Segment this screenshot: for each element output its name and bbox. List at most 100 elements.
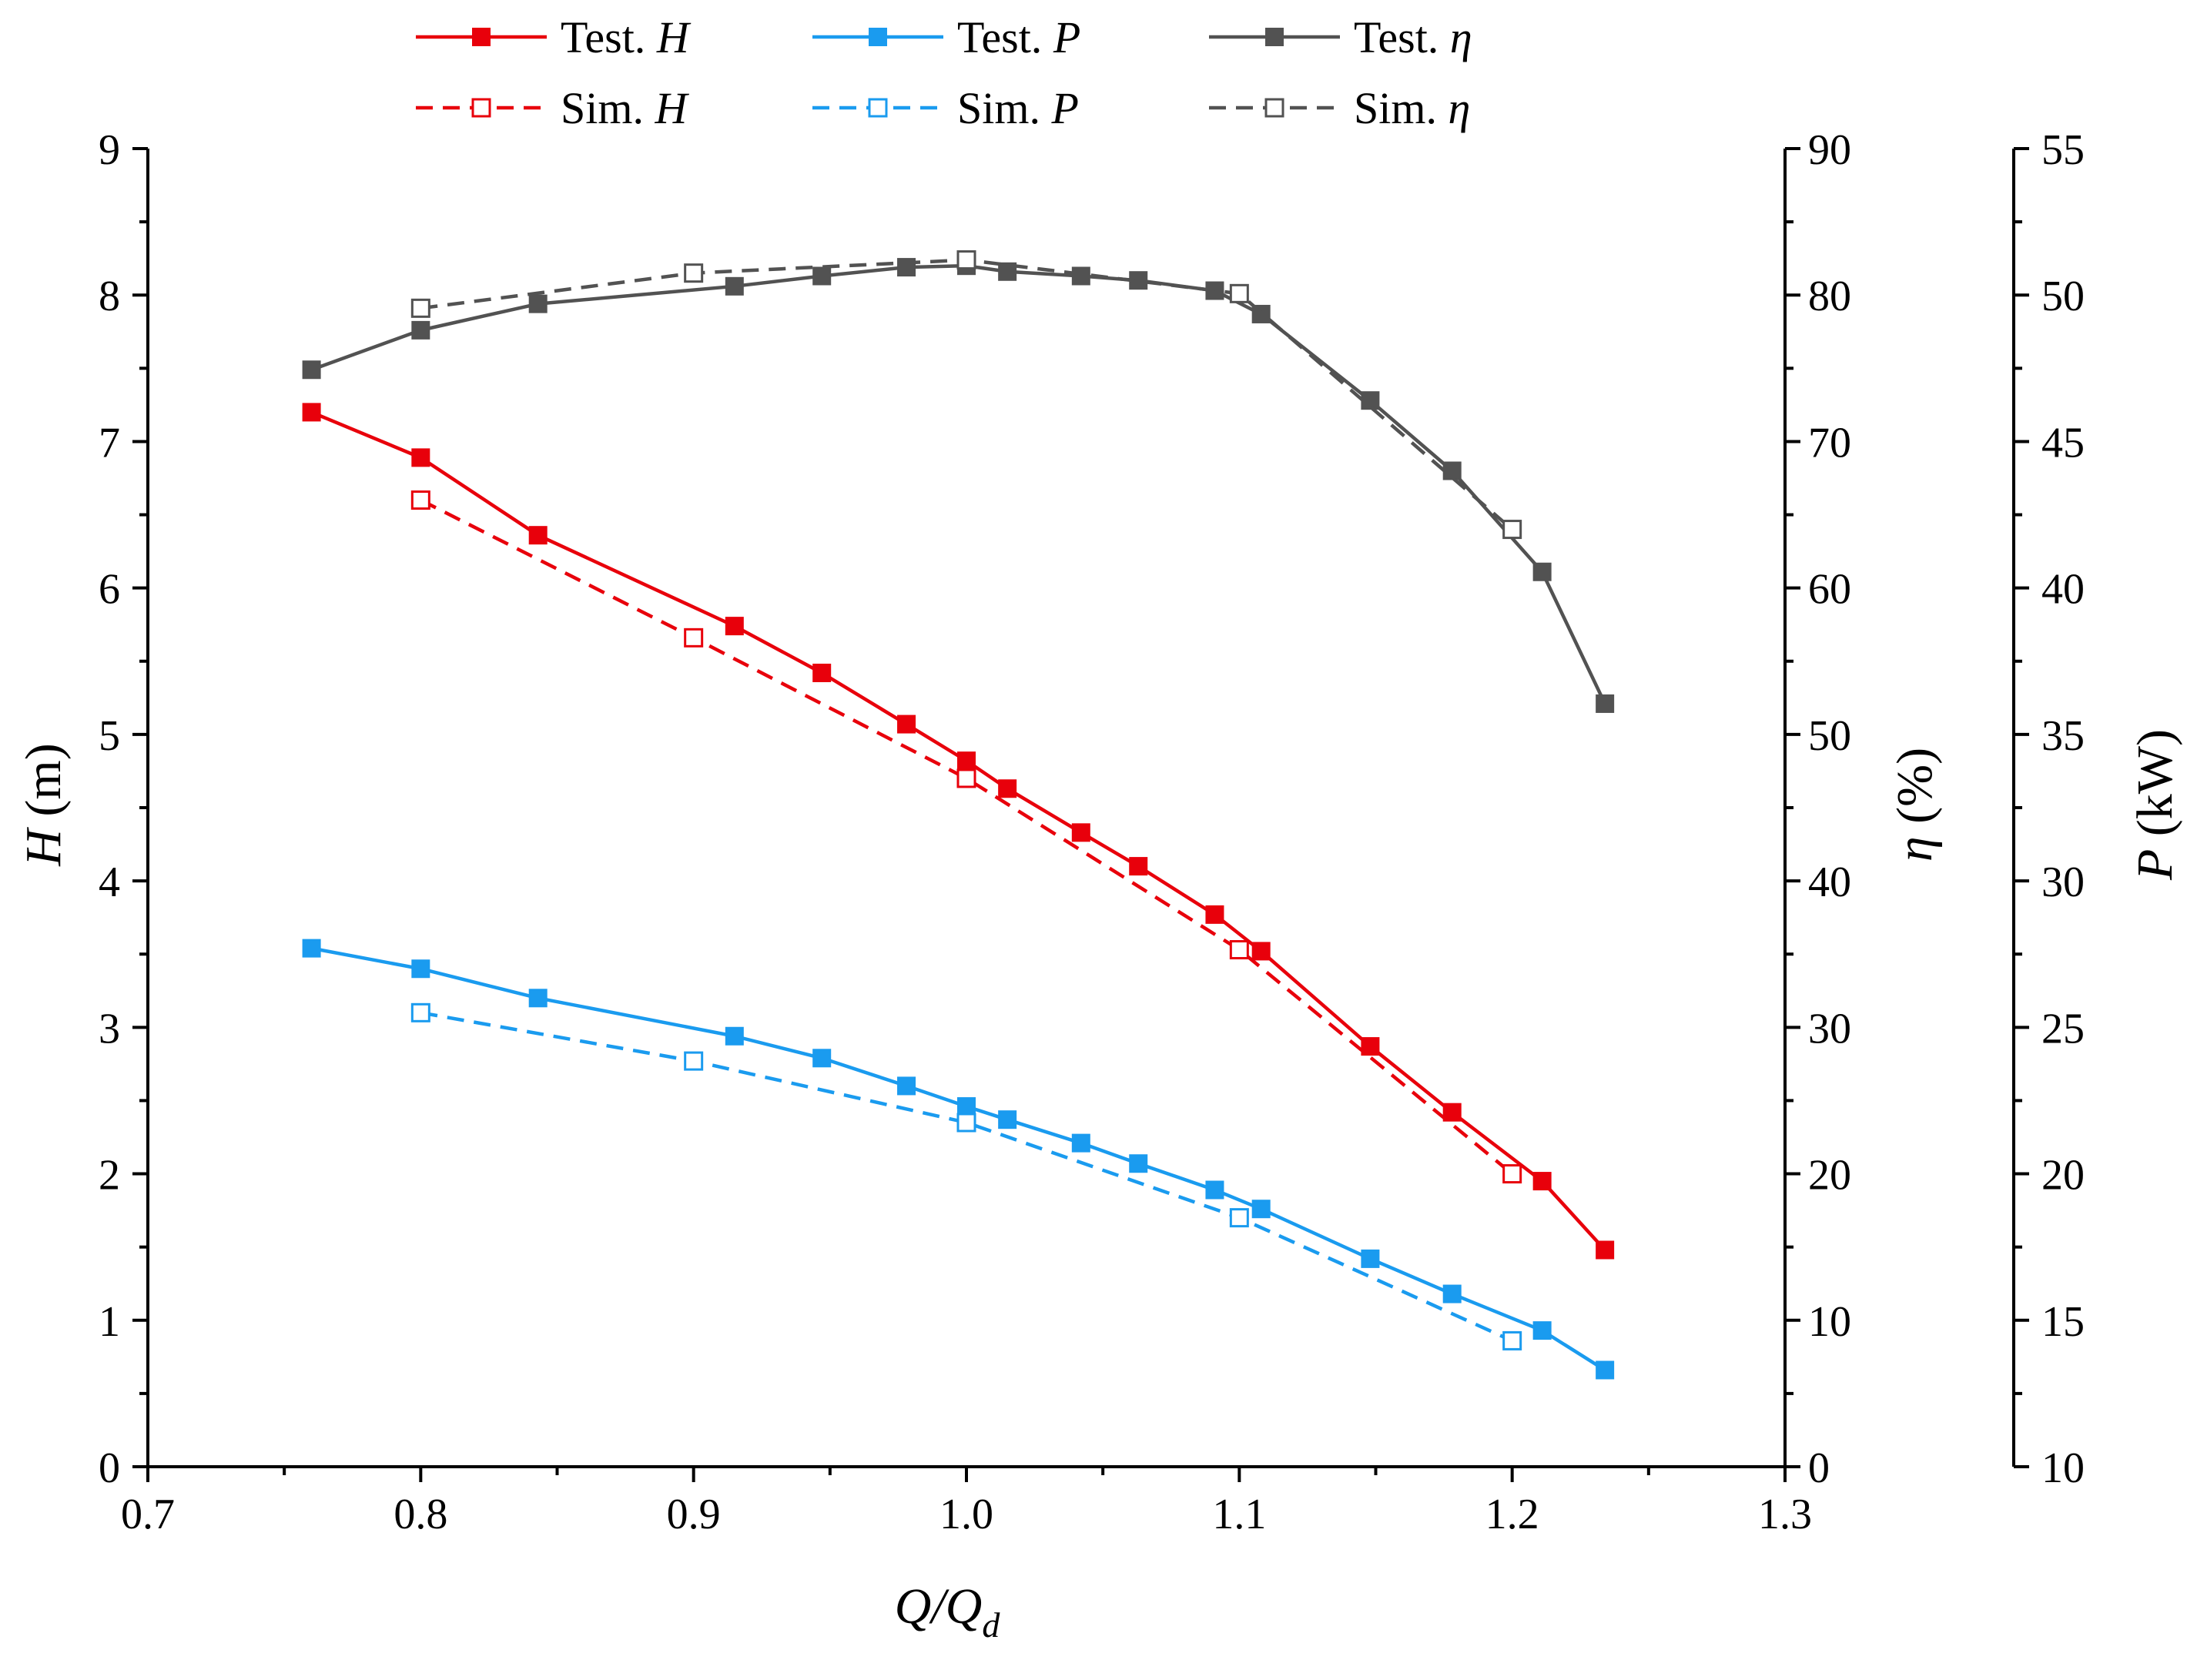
y-tick-label-H: 8	[99, 273, 120, 320]
series-marker-0	[1532, 1172, 1552, 1191]
y-tick-label-eta: 60	[1808, 566, 1851, 614]
y-tick-label-eta: 30	[1808, 1005, 1851, 1053]
series-marker-2	[1596, 1360, 1615, 1380]
series-marker-1	[684, 627, 704, 648]
series-marker-5	[1229, 283, 1249, 303]
y-tick-label-H: 6	[99, 566, 120, 614]
series-marker-4	[998, 262, 1017, 281]
series-marker-2	[897, 1076, 916, 1096]
x-tick-label: 1.3	[1758, 1491, 1812, 1538]
series-marker-2	[1071, 1133, 1090, 1153]
series-marker-4	[528, 294, 548, 313]
series-marker-3	[684, 1051, 704, 1071]
y-tick-label-eta: 20	[1808, 1152, 1851, 1200]
series-marker-2	[1129, 1154, 1148, 1173]
series-marker-0	[1361, 1037, 1380, 1056]
legend-var: P	[1053, 12, 1080, 62]
legend-var: η	[1450, 12, 1472, 62]
y-axis-title-P: P (kW)	[2127, 729, 2183, 881]
y-axis-title-H: H (m)	[15, 743, 72, 866]
y-title-var-H: H	[15, 827, 72, 867]
y-tick-label-eta: 0	[1808, 1444, 1830, 1492]
y-tick-label-P: 45	[2041, 419, 2085, 467]
legend-var: η	[1449, 83, 1471, 133]
series-marker-0	[998, 779, 1017, 798]
legend-label-1: Sim. H	[561, 83, 690, 133]
series-marker-0	[897, 715, 916, 734]
series-marker-5	[956, 250, 976, 270]
y-tick-label-P: 10	[2041, 1444, 2085, 1492]
series-marker-2	[302, 939, 321, 958]
series-marker-4	[411, 320, 430, 340]
legend-prefix: Sim.	[561, 83, 655, 133]
axes-layer: 0.7 0.8 0.9 1.0 1.1 1.2 1.30123456789010203040…	[15, 126, 2183, 1645]
series-marker-0	[302, 403, 321, 422]
x-title-sub: d	[982, 1605, 1000, 1645]
series-marker-0	[1251, 942, 1271, 961]
legend-prefix: Test.	[1354, 12, 1450, 62]
y-tick-label-eta: 40	[1808, 858, 1851, 906]
series-marker-3	[1229, 1208, 1249, 1228]
y-tick-label-eta: 80	[1808, 273, 1851, 320]
legend-prefix: Sim.	[1354, 83, 1449, 133]
y-tick-label-H: 1	[99, 1298, 120, 1346]
y-title-unit-H: (m)	[15, 743, 72, 829]
series-marker-1	[1502, 1164, 1522, 1184]
y-tick-label-P: 35	[2041, 712, 2085, 760]
y-tick-label-P: 15	[2041, 1298, 2085, 1346]
series-marker-1	[1229, 940, 1249, 960]
series-marker-2	[998, 1110, 1017, 1129]
series-layer	[302, 250, 1615, 1380]
x-tick-label: 0.8	[394, 1491, 447, 1538]
x-tick-label: 0.9	[667, 1491, 721, 1538]
legend-marker-2	[869, 28, 887, 46]
series-marker-4	[812, 266, 832, 286]
y-tick-label-P: 55	[2041, 126, 2085, 174]
x-tick-label: 1.2	[1485, 1491, 1539, 1538]
legend-label-2: Test. P	[957, 12, 1080, 62]
series-marker-2	[725, 1026, 744, 1046]
series-marker-4	[1442, 461, 1462, 480]
y-title-var-P: P	[2127, 849, 2183, 881]
series-marker-0	[957, 751, 976, 771]
series-marker-2	[1205, 1180, 1224, 1200]
series-marker-1	[410, 490, 430, 510]
legend-label-0: Test. H	[561, 12, 692, 62]
series-marker-4	[302, 360, 321, 380]
series-line-0	[310, 410, 1606, 1251]
y-tick-label-P: 40	[2041, 566, 2085, 614]
legend-var: P	[1051, 83, 1079, 133]
y-tick-label-eta: 50	[1808, 712, 1851, 760]
series-marker-0	[812, 663, 832, 682]
x-tick-label: 1.1	[1212, 1491, 1266, 1538]
legend-prefix: Sim.	[957, 83, 1052, 133]
y-tick-label-H: 0	[99, 1444, 120, 1492]
y-tick-label-H: 3	[99, 1005, 120, 1053]
x-tick-label: 1.0	[939, 1491, 993, 1538]
legend-prefix: Test.	[561, 12, 657, 62]
series-line-4	[310, 263, 1607, 704]
legend-marker-5	[1264, 98, 1284, 118]
legend-prefix: Test.	[957, 12, 1053, 62]
y-title-var-eta: η	[1887, 836, 1943, 862]
series-marker-0	[1442, 1103, 1462, 1122]
series-marker-2	[411, 959, 430, 979]
y-tick-label-P: 25	[2041, 1005, 2085, 1053]
series-marker-4	[1596, 694, 1615, 713]
x-title-main: Q	[895, 1578, 932, 1635]
y-tick-label-H: 7	[99, 419, 120, 467]
legend-marker-3	[868, 98, 888, 118]
series-marker-1	[956, 768, 976, 788]
legend-marker-1	[471, 98, 491, 118]
series-line-1	[420, 498, 1514, 1176]
series-marker-2	[1361, 1249, 1380, 1268]
series-marker-2	[1251, 1200, 1271, 1219]
series-marker-4	[1361, 391, 1380, 410]
y-tick-label-H: 4	[99, 858, 120, 906]
series-marker-2	[528, 989, 548, 1008]
series-line-2	[311, 946, 1606, 1372]
y-title-unit-eta: (%)	[1887, 748, 1943, 836]
series-marker-4	[1532, 562, 1552, 581]
